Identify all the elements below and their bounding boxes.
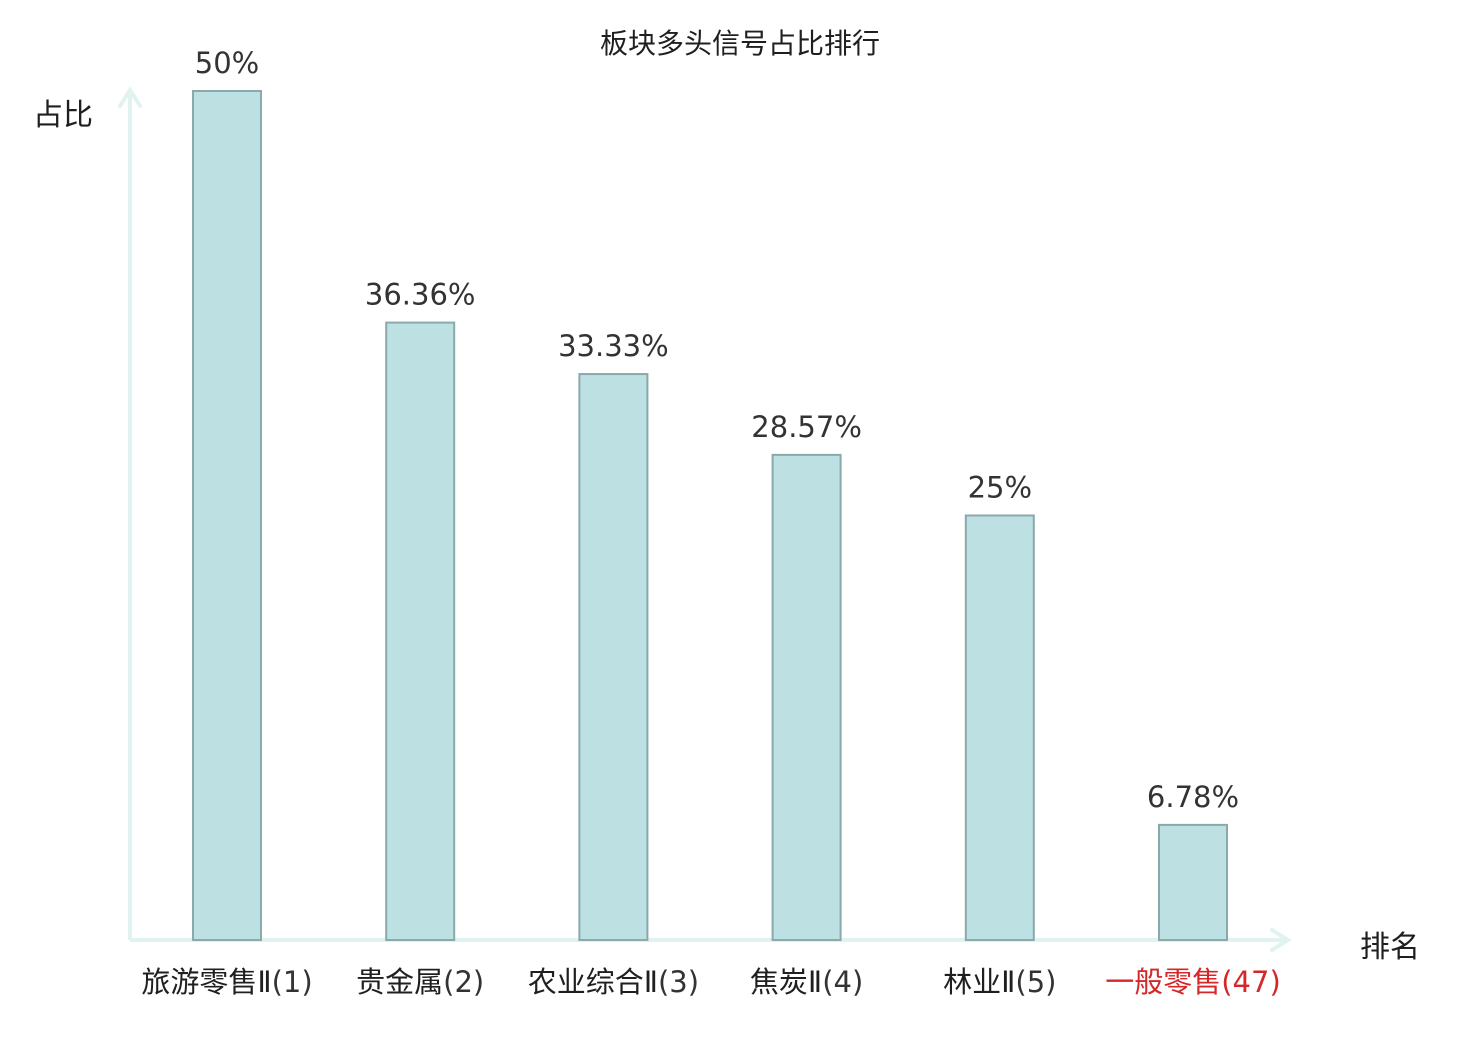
data-label: 25% bbox=[968, 471, 1032, 505]
x-tick-name: 农业综合Ⅱ bbox=[527, 965, 658, 999]
x-tick-rank: (2) bbox=[443, 965, 485, 999]
data-label: 28.57% bbox=[751, 410, 862, 444]
bar bbox=[1158, 823, 1228, 942]
bar bbox=[771, 453, 842, 941]
data-label: 50% bbox=[195, 46, 259, 80]
chart-title: 板块多头信号占比排行 bbox=[599, 27, 880, 60]
x-tick-name: 一般零售 bbox=[1105, 965, 1222, 999]
y-axis-label: 占比 bbox=[33, 98, 93, 133]
x-tick-rank: (5) bbox=[1015, 965, 1057, 999]
y-axis-arrow bbox=[118, 86, 142, 108]
x-tick-name: 旅游零售Ⅱ bbox=[141, 965, 272, 999]
x-tick-rank: (3) bbox=[657, 965, 700, 999]
bar bbox=[385, 321, 456, 942]
x-tick-label: 旅游零售Ⅱ(1) bbox=[132, 966, 322, 998]
x-tick-name: 贵金属 bbox=[356, 965, 444, 999]
x-tick-rank: (47) bbox=[1221, 965, 1281, 999]
x-tick-name: 林业Ⅱ bbox=[943, 965, 1016, 999]
x-tick-rank: (1) bbox=[271, 965, 313, 999]
data-label: 36.36% bbox=[365, 278, 476, 312]
x-tick-label: 一般零售(47) bbox=[1098, 966, 1288, 998]
x-tick-label: 贵金属(2) bbox=[325, 966, 515, 998]
bar bbox=[578, 373, 649, 942]
x-tick-label: 农业综合Ⅱ(3) bbox=[518, 966, 708, 998]
x-tick-label: 林业Ⅱ(5) bbox=[905, 966, 1095, 998]
x-tick-rank: (4) bbox=[822, 965, 864, 999]
x-axis-arrow bbox=[1270, 928, 1292, 952]
bar bbox=[192, 90, 262, 941]
bar bbox=[964, 514, 1035, 941]
x-tick-label: 焦炭Ⅱ(4) bbox=[712, 966, 902, 998]
data-label: 6.78% bbox=[1147, 780, 1239, 814]
x-tick-name: 焦炭Ⅱ bbox=[749, 965, 823, 999]
data-label: 33.33% bbox=[558, 329, 669, 363]
x-axis-label: 排名 bbox=[1360, 930, 1420, 965]
